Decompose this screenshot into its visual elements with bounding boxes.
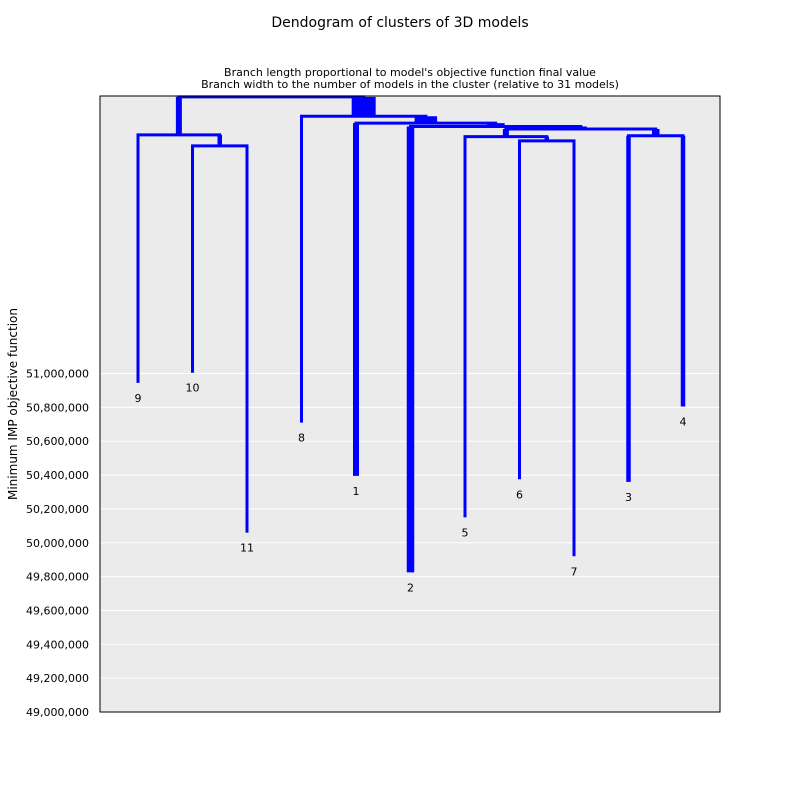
chart-subtitle-line-2: Branch width to the number of models in … <box>201 78 619 91</box>
leaf-label-9: 9 <box>135 392 142 405</box>
y-tick-label: 50,800,000 <box>26 401 89 414</box>
y-tick-label: 50,200,000 <box>26 503 89 516</box>
leaf-label-5: 5 <box>462 526 469 539</box>
chart-subtitle-line-1: Branch length proportional to model's ob… <box>224 66 596 79</box>
chart-title: Dendogram of clusters of 3D models <box>271 15 528 31</box>
y-tick-label: 50,600,000 <box>26 435 89 448</box>
leaf-labels: 9 10 11 8 1 2 5 6 7 3 4 <box>135 382 687 595</box>
y-axis-label: Minimum IMP objective function <box>6 308 20 500</box>
plot-frame <box>99 95 721 713</box>
leaf-label-8: 8 <box>298 432 305 445</box>
y-tick-label: 49,600,000 <box>26 604 89 617</box>
y-tick-label: 50,400,000 <box>26 469 89 482</box>
leaf-label-2: 2 <box>407 581 414 594</box>
leaf-label-3: 3 <box>625 491 632 504</box>
leaf-label-1: 1 <box>353 485 360 498</box>
y-axis-ticks: 49,000,000 49,200,000 49,400,000 49,600,000… <box>26 368 89 719</box>
y-tick-label: 50,000,000 <box>26 537 89 550</box>
y-tick-label: 49,400,000 <box>26 638 89 651</box>
leaf-label-11: 11 <box>240 542 254 555</box>
leaf-label-7: 7 <box>571 565 578 578</box>
leaf-label-6: 6 <box>516 488 523 501</box>
leaf-label-4: 4 <box>680 416 687 429</box>
leaf-label-10: 10 <box>186 382 200 395</box>
y-tick-label: 49,000,000 <box>26 706 89 719</box>
y-tick-label: 49,800,000 <box>26 571 89 584</box>
y-tick-label: 49,200,000 <box>26 672 89 685</box>
dendrogram-branches <box>136 95 686 573</box>
y-tick-label: 51,000,000 <box>26 368 89 381</box>
